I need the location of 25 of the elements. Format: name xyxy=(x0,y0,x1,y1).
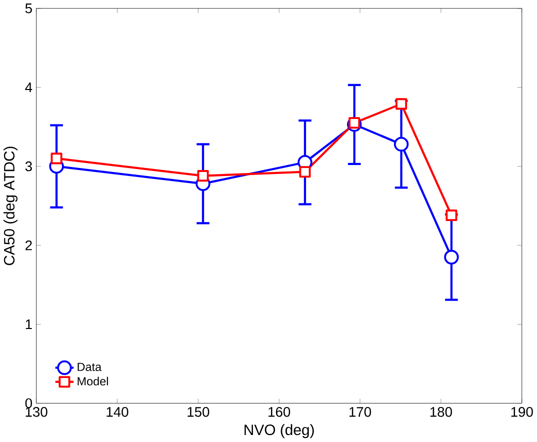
point xyxy=(197,170,209,182)
y-tick-label: 1 xyxy=(26,320,32,330)
x-tick-label: 180 xyxy=(430,407,452,417)
x-tick-label: 140 xyxy=(106,407,128,417)
y-axis-title: CA50 (deg ATDC) xyxy=(4,146,18,266)
point xyxy=(446,210,458,222)
point xyxy=(394,137,409,152)
legend-label: Data xyxy=(78,363,102,372)
legend-label: Model xyxy=(78,376,108,386)
point xyxy=(396,98,408,110)
x-tick-label: 160 xyxy=(268,407,290,417)
point xyxy=(348,117,360,129)
x-tick-label: 130 xyxy=(26,407,48,417)
point xyxy=(299,166,311,178)
y-tick-label: 0 xyxy=(25,398,32,408)
point xyxy=(444,250,459,265)
x-tick-label: 190 xyxy=(511,407,533,417)
y-tick-label: 5 xyxy=(25,4,32,14)
y-tick-label: 3 xyxy=(25,162,32,172)
y-tick-label: 4 xyxy=(25,82,32,92)
x-axis-title: NVO (deg) xyxy=(244,424,314,438)
x-tick-label: 170 xyxy=(349,407,372,417)
point xyxy=(50,152,62,164)
x-tick-label: 150 xyxy=(188,407,210,417)
y-tick-label: 2 xyxy=(26,240,32,250)
